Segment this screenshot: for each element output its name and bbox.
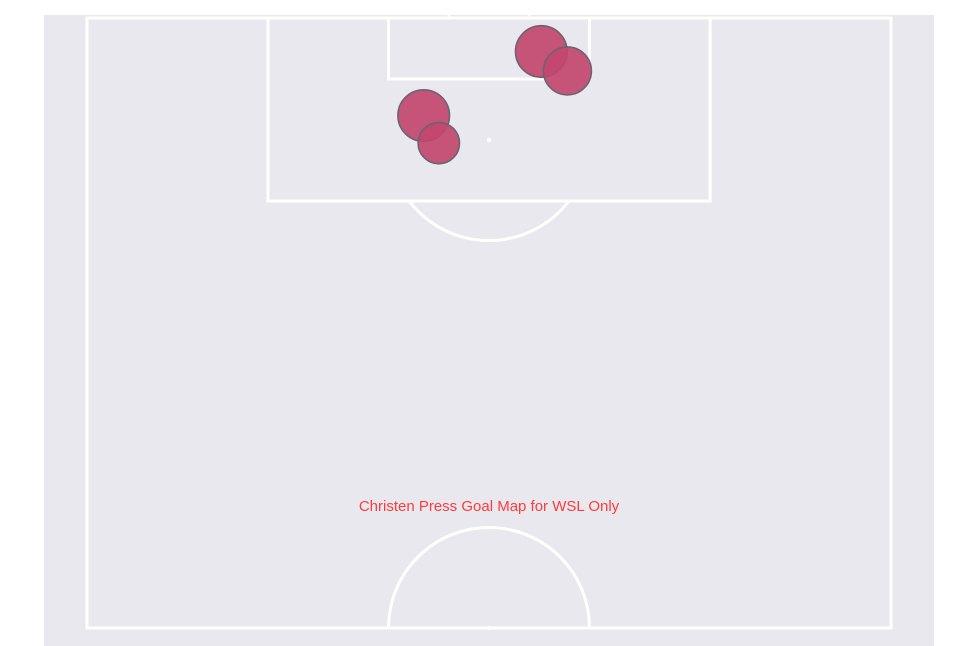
goal-outline	[447, 0, 531, 19]
shot-marker-2	[542, 46, 593, 96]
chart-title: Christen Press Goal Map for WSL Only	[359, 498, 620, 515]
shot-marker-4	[417, 121, 461, 165]
pitch	[44, 0, 934, 646]
centre-circle	[387, 526, 591, 629]
centre-spot	[487, 626, 491, 630]
shot-markers	[397, 24, 593, 165]
penalty-spot	[486, 137, 492, 143]
penalty-arc	[407, 200, 571, 242]
six-yard-box	[387, 16, 591, 81]
pitch-background	[44, 15, 934, 646]
